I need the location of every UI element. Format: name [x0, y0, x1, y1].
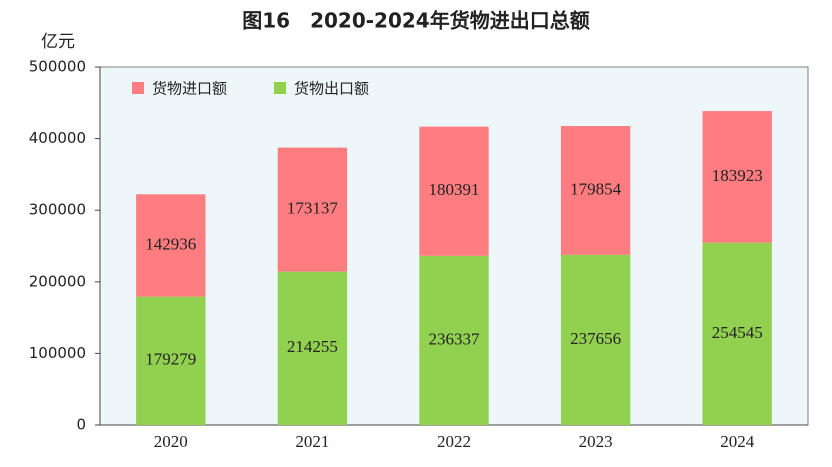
bar-segment — [136, 296, 206, 425]
legend-label: 货物进口额 — [152, 80, 227, 98]
y-tick-label: 300000 — [29, 201, 86, 219]
bar-segment — [702, 111, 772, 243]
bar-segment — [419, 126, 489, 256]
x-tick-label: 2020 — [154, 432, 188, 451]
y-tick-label: 500000 — [29, 58, 86, 76]
value-label: 183923 — [712, 166, 763, 185]
bar-segment — [560, 126, 631, 255]
bar-segment — [560, 254, 631, 425]
value-label: 237656 — [570, 329, 621, 348]
bar-segment — [419, 255, 489, 425]
y-unit: 亿元 — [41, 32, 75, 52]
value-label: 173137 — [287, 199, 339, 218]
legend-swatch — [274, 82, 286, 94]
y-tick-label: 100000 — [29, 344, 86, 362]
y-tick-label: 200000 — [29, 272, 86, 290]
x-tick-label: 2024 — [720, 432, 755, 451]
y-tick-label: 400000 — [29, 129, 86, 147]
bar-segment — [277, 147, 348, 272]
bar-segment — [702, 242, 772, 425]
chart-title: 图16 2020-2024年货物进出口总额 — [242, 9, 589, 33]
bar-segment — [136, 194, 206, 297]
x-tick-label: 2023 — [579, 432, 613, 451]
value-label: 179279 — [145, 350, 196, 369]
legend-swatch — [132, 82, 144, 94]
value-label: 254545 — [712, 323, 763, 342]
value-label: 180391 — [429, 180, 480, 199]
x-tick-label: 2021 — [295, 432, 329, 451]
legend-label: 货物出口额 — [294, 80, 369, 98]
value-label: 214255 — [287, 337, 338, 356]
value-label: 179854 — [570, 179, 622, 198]
value-label: 142936 — [145, 234, 196, 253]
x-tick-label: 2022 — [437, 432, 471, 451]
y-tick-label: 0 — [76, 416, 86, 434]
bar-segment — [277, 271, 348, 425]
value-label: 236337 — [429, 329, 481, 348]
